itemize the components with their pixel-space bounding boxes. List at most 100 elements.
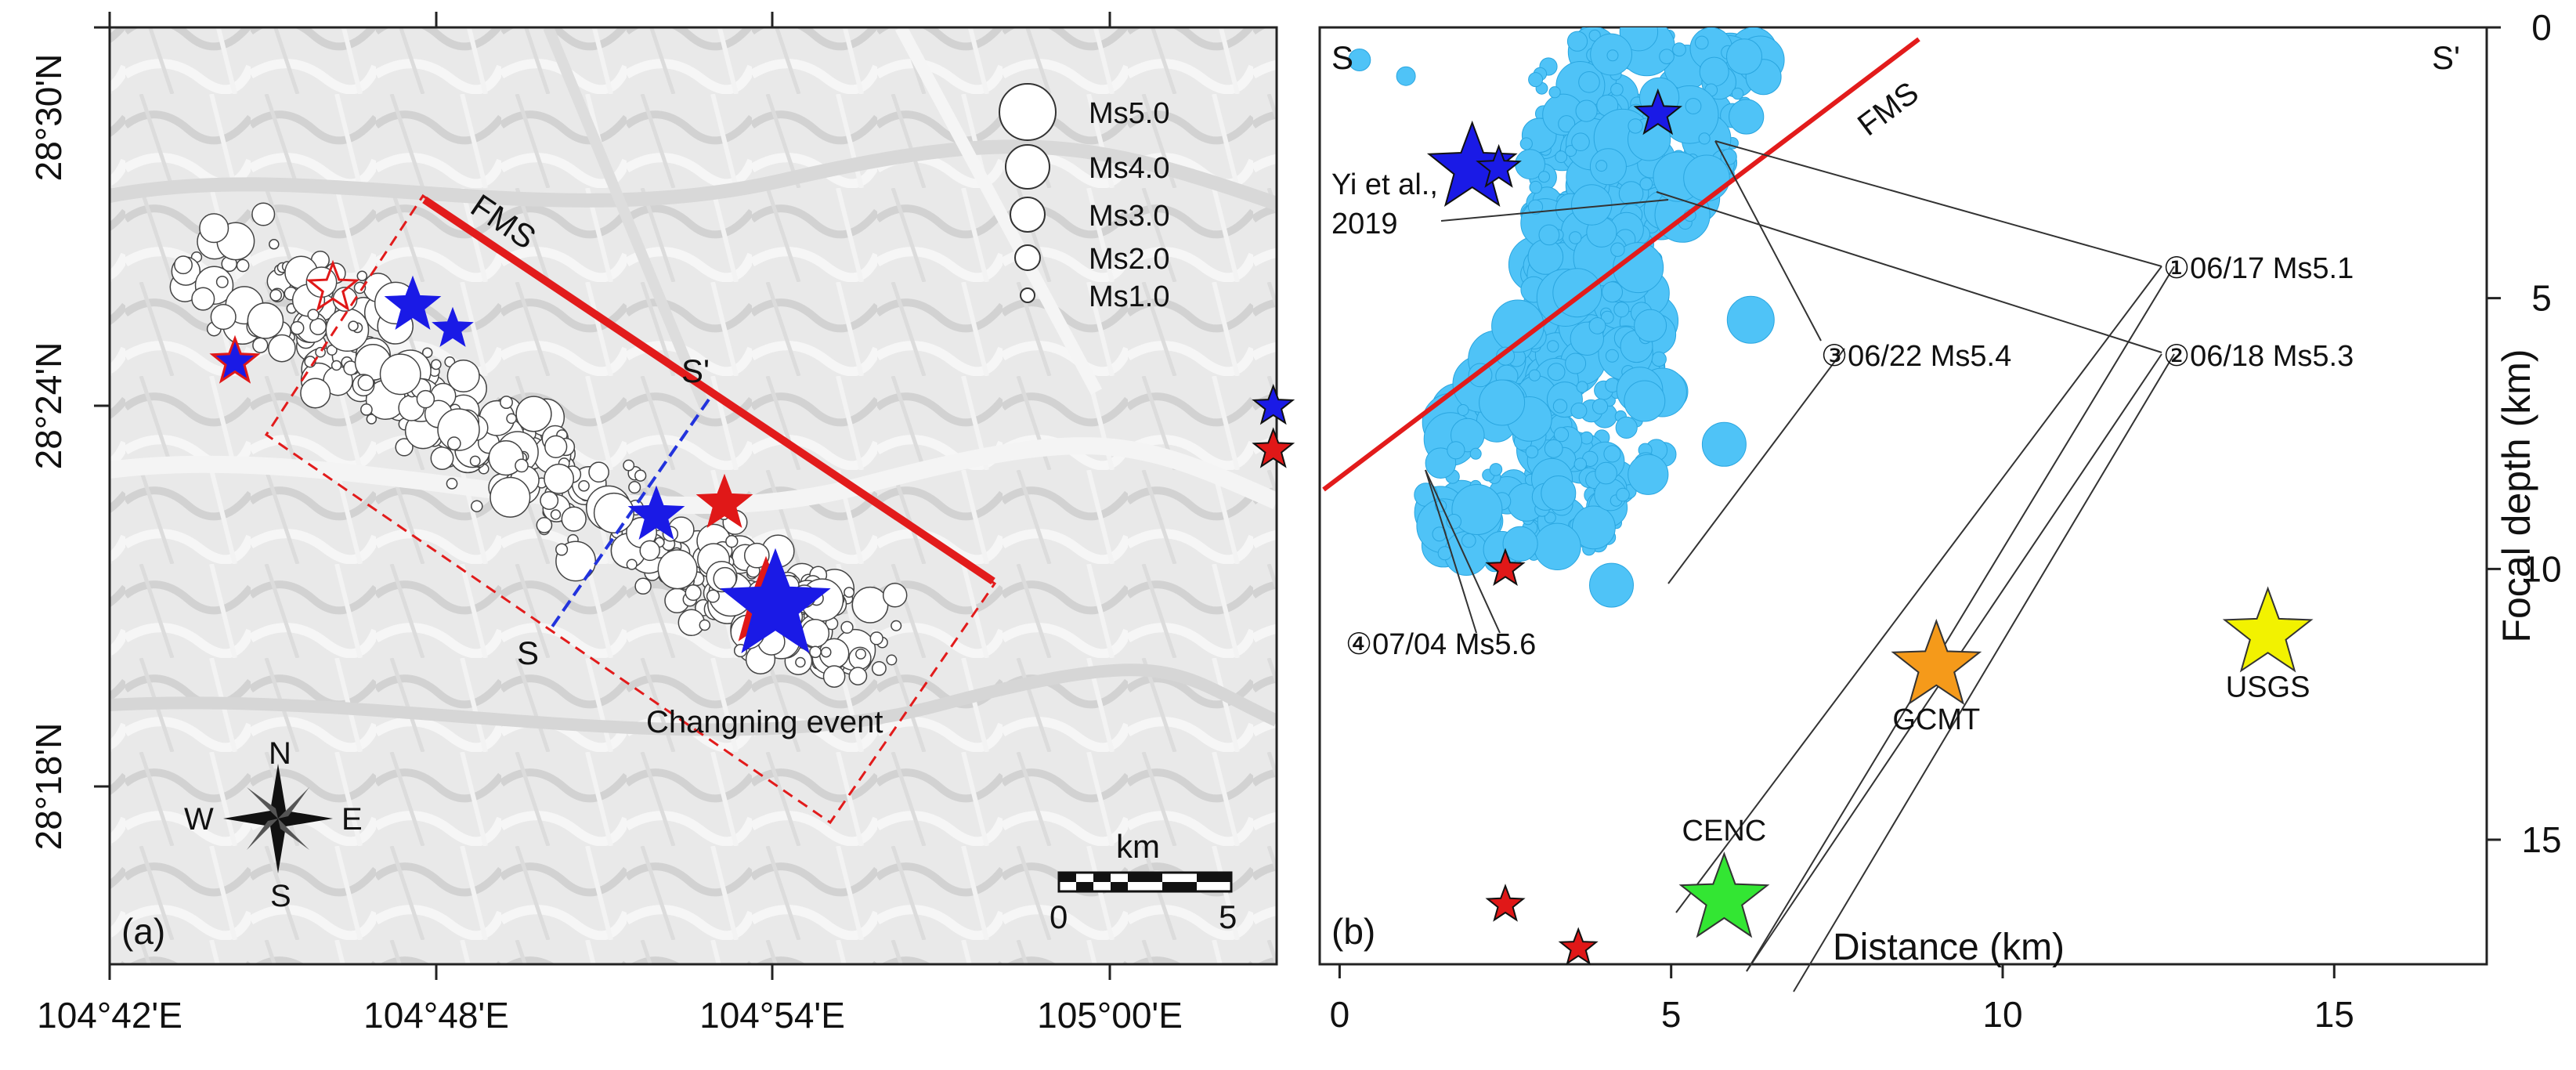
aftershock-dot <box>1616 487 1630 502</box>
aftershock-dot <box>1547 363 1566 381</box>
aftershock-circle <box>871 660 887 676</box>
aftershock-dot <box>1628 454 1669 495</box>
panel-a-label: (a) <box>121 911 165 952</box>
legend-circle <box>1014 244 1041 271</box>
legend-circle <box>999 83 1057 141</box>
section-axes: 0 5 10 15 0 5 10 15 <box>1330 7 2562 1035</box>
compass-w: W <box>184 802 214 837</box>
aftershock-circle <box>725 535 739 548</box>
aftershock-dot <box>1534 522 1581 570</box>
aftershock-circle <box>855 648 866 660</box>
aftershock-circle <box>809 645 822 659</box>
aftershock-circle <box>430 359 442 371</box>
aftershock-dot <box>1731 87 1744 100</box>
annot-2: ②06/18 Ms5.3 <box>2163 340 2354 373</box>
ref-label-2: 2019 <box>1331 208 1398 240</box>
catalog-star-gcmt <box>1891 618 1982 706</box>
aftershock-circle <box>191 287 215 311</box>
aftershock-circle <box>290 320 305 335</box>
lat-label-2: 28°24'N <box>28 342 69 470</box>
annot-4: ④07/04 Ms5.6 <box>1346 628 1536 661</box>
aftershock-dot <box>1672 42 1686 57</box>
aftershock-circle <box>488 439 524 476</box>
aftershock-circle <box>430 446 454 470</box>
aftershock-circle <box>446 478 458 490</box>
aftershock-circle <box>685 584 702 602</box>
aftershock-dot <box>1529 180 1542 194</box>
aftershock-circle <box>210 304 237 331</box>
catalog-label: CENC <box>1682 815 1767 848</box>
epicenter-star <box>305 259 360 312</box>
catalog-star-cenc <box>1678 851 1770 938</box>
aftershock-dot <box>1570 402 1588 419</box>
legend-label: Ms5.0 <box>1089 97 1169 130</box>
aftershock-circle <box>446 359 480 393</box>
catalog-star-usgs <box>2222 586 2314 673</box>
fms-fault-line <box>422 196 995 585</box>
aftershock-circle <box>848 667 868 685</box>
y-tick-label: 15 <box>2521 819 2561 860</box>
compass-icon: N S E W <box>184 736 363 913</box>
aftershock-dot <box>1580 431 1594 445</box>
ref-label-1: Yi et al., <box>1331 168 1438 201</box>
aftershock-dot <box>1698 132 1711 145</box>
aftershock-circle <box>550 509 562 520</box>
epicenter-star <box>627 485 685 540</box>
epicenter-star <box>432 306 474 347</box>
x-tick-label: 15 <box>2314 994 2354 1035</box>
aftershock-circle <box>506 413 517 425</box>
aftershock-dot <box>1600 310 1614 324</box>
aftershock-dot <box>1519 137 1533 150</box>
aftershock-circle <box>822 665 846 688</box>
leader-lines <box>1425 140 2175 992</box>
aftershock-dot <box>1527 199 1544 215</box>
aftershock-circle <box>269 289 283 302</box>
aftershock-dot <box>1605 349 1619 363</box>
relief-ridges <box>110 27 1277 736</box>
aftershock-circle <box>379 353 421 396</box>
aftershock-circle <box>628 481 641 494</box>
epicenter-star <box>209 334 261 384</box>
aftershock-dot <box>1525 445 1539 459</box>
aftershock-circle <box>416 389 435 409</box>
aftershock-dot <box>1548 86 1561 99</box>
aftershock-dot <box>1588 29 1601 42</box>
aftershock-circle <box>840 620 854 634</box>
aftershock-circle <box>199 213 229 244</box>
catalog-label: USGS <box>2226 671 2310 703</box>
aftershock-dot <box>1572 505 1616 550</box>
aftershock-circle <box>269 239 280 250</box>
aftershock-dot <box>1432 526 1447 542</box>
aftershock-dot <box>1589 148 1627 186</box>
aftershock-circle <box>851 586 889 624</box>
compass-s: S <box>270 879 291 913</box>
lon-label-2: 104°48'E <box>363 995 509 1036</box>
scale-unit: km <box>1116 828 1160 865</box>
aftershock-dot <box>1538 224 1560 246</box>
aftershock-circle <box>360 403 373 416</box>
aftershock-dot <box>1699 56 1729 87</box>
aftershock-circle <box>356 270 368 282</box>
aftershock-dot <box>1628 118 1643 134</box>
aftershock-dot <box>1659 49 1675 64</box>
scale-bar: km 0 5 <box>1050 828 1237 935</box>
aftershock-circle <box>544 435 568 458</box>
lon-label-3: 104°54'E <box>699 995 845 1036</box>
aftershock-circle <box>268 334 296 363</box>
aftershock-dot <box>1578 71 1600 93</box>
aftershock-circle <box>795 656 806 668</box>
aftershock-dot <box>1615 416 1638 439</box>
legend-circle <box>1020 287 1035 303</box>
aftershock-dot <box>1457 404 1469 416</box>
focal-star <box>1252 384 1295 425</box>
aftershock-dot <box>1555 150 1568 164</box>
aftershock-circle <box>357 374 374 392</box>
aftershock-dot <box>1447 441 1465 460</box>
aftershock-circle <box>540 491 559 510</box>
focal-star <box>1558 927 1599 966</box>
aftershock-circle <box>820 646 832 658</box>
aftershock-circle <box>395 438 414 457</box>
aftershock-dot <box>1613 302 1630 318</box>
aftershock-circle <box>555 543 569 556</box>
focal-star <box>1485 884 1526 922</box>
